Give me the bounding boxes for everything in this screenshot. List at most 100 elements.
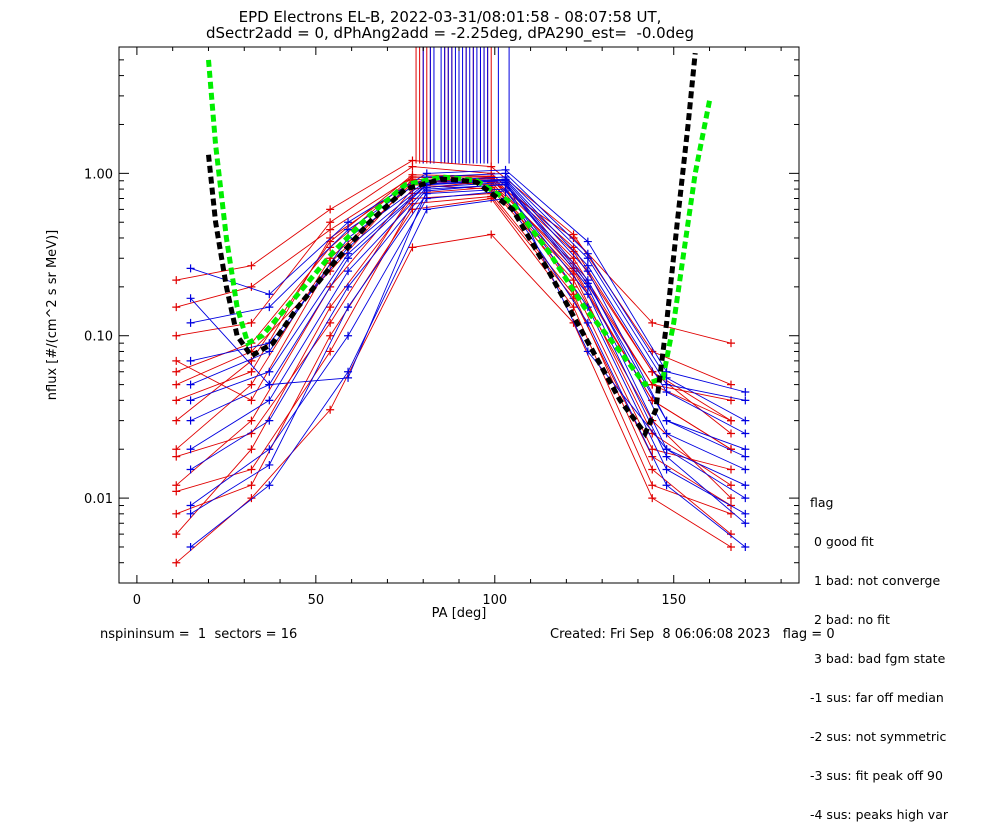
- data-point-blue: [662, 380, 671, 389]
- flag-legend-entry: -2 sus: not symmetric: [810, 729, 947, 744]
- series-line-red: [176, 160, 732, 386]
- data-point-red: [247, 318, 256, 327]
- data-point-red: [326, 318, 335, 327]
- data-point-blue: [186, 416, 195, 425]
- data-point-blue: [501, 179, 510, 188]
- series-line-blue: [190, 172, 746, 421]
- data-point-blue: [422, 186, 431, 195]
- data-point-red: [326, 331, 335, 340]
- y-tick-label: 1.00: [84, 167, 113, 182]
- series-line-blue: [190, 188, 746, 515]
- data-point-red: [172, 396, 181, 405]
- flag-legend-title: flag: [810, 495, 834, 510]
- data-point-blue: [422, 194, 431, 203]
- title-line-1: EPD Electrons EL-B, 2022-03-31/08:01:58 …: [238, 8, 662, 26]
- data-point-red: [172, 367, 181, 376]
- data-point-blue: [583, 249, 592, 258]
- data-point-red: [326, 205, 335, 214]
- data-point-blue: [741, 452, 750, 461]
- footer-right: Created: Fri Sep 8 06:06:08 2023 flag = …: [550, 627, 835, 642]
- data-point-blue: [422, 205, 431, 214]
- series-line-blue: [190, 181, 746, 470]
- data-point-blue: [741, 519, 750, 528]
- series-line-blue: [190, 178, 746, 434]
- data-point-blue: [583, 290, 592, 299]
- data-point-blue: [265, 445, 274, 454]
- fit-curves: [206, 52, 712, 439]
- data-point-blue: [741, 445, 750, 454]
- flag-legend: flag 0 good fit 1 bad: not converge 2 ba…: [810, 470, 948, 834]
- data-point-blue: [186, 509, 195, 518]
- data-point-red: [408, 243, 417, 252]
- data-point-blue: [265, 303, 274, 312]
- x-tick-label: 50: [308, 593, 325, 608]
- fit-curve-green: [206, 59, 712, 388]
- data-point-blue: [741, 416, 750, 425]
- data-point-red: [247, 416, 256, 425]
- series-line-red: [176, 184, 732, 499]
- nflux-vs-pa-chart: 0 50 100 150 0.01 0.10 1.00 PA [deg] nflux [#/…: [45, 46, 800, 621]
- data-point-red: [172, 356, 181, 365]
- data-point-blue: [741, 465, 750, 474]
- data-point-blue: [186, 396, 195, 405]
- data-point-blue: [265, 416, 274, 425]
- x-tick-label: 150: [661, 593, 686, 608]
- data-point-blue: [186, 318, 195, 327]
- data-series: [172, 156, 750, 567]
- data-point-red: [247, 481, 256, 490]
- data-point-red: [727, 380, 735, 389]
- data-point-red: [247, 494, 256, 503]
- data-point-blue: [583, 237, 592, 246]
- data-point-red: [172, 558, 181, 567]
- data-point-red: [172, 530, 181, 539]
- y-tick-label: 0.10: [84, 330, 113, 345]
- series-line-red: [176, 196, 732, 506]
- y-axis-label: nflux [#/(cm^2 s sr MeV)]: [45, 230, 60, 400]
- data-point-blue: [186, 445, 195, 454]
- data-point-red: [172, 487, 181, 496]
- flag-legend-entry: -3 sus: fit peak off 90: [810, 768, 943, 783]
- data-point-blue: [186, 501, 195, 510]
- data-point-blue: [501, 186, 510, 195]
- data-point-blue: [265, 290, 274, 299]
- data-point-red: [247, 356, 256, 365]
- data-point-blue: [741, 481, 750, 490]
- data-point-red: [247, 445, 256, 454]
- data-point-blue: [741, 396, 750, 405]
- data-point-red: [172, 276, 181, 285]
- data-point-red: [569, 303, 578, 312]
- data-point-red: [727, 339, 735, 348]
- data-point-red: [727, 416, 735, 425]
- data-point-blue: [344, 218, 353, 227]
- data-point-blue: [344, 303, 353, 312]
- data-point-red: [247, 261, 256, 270]
- data-point-blue: [741, 542, 750, 551]
- x-tick-label: 0: [133, 593, 141, 608]
- flag-legend-entry: 2 bad: no fit: [810, 612, 890, 627]
- data-point-blue: [344, 373, 353, 382]
- data-point-blue: [344, 249, 353, 258]
- saturation-lines: [415, 47, 510, 164]
- data-point-red: [172, 303, 181, 312]
- data-point-red: [247, 380, 256, 389]
- data-point-blue: [583, 318, 592, 327]
- data-point-blue: [186, 356, 195, 365]
- data-point-blue: [265, 396, 274, 405]
- series-line-red: [176, 186, 732, 486]
- fit-curve-black: [206, 52, 698, 439]
- data-point-red: [247, 282, 256, 291]
- data-point-red: [326, 225, 335, 234]
- data-point-red: [648, 318, 657, 327]
- footer-left: nspininsum = 1 sectors = 16: [100, 627, 298, 642]
- data-point-red: [727, 494, 735, 503]
- data-point-blue: [265, 380, 274, 389]
- data-point-red: [247, 367, 256, 376]
- data-point-blue: [662, 465, 671, 474]
- flag-legend-entry: 1 bad: not converge: [810, 573, 941, 588]
- flag-legend-entry: -4 sus: peaks high var: [810, 807, 949, 822]
- data-point-blue: [344, 282, 353, 291]
- series-line-red: [176, 178, 732, 450]
- data-point-blue: [583, 279, 592, 288]
- x-axis-label: PA [deg]: [432, 606, 487, 621]
- data-point-red: [569, 247, 578, 256]
